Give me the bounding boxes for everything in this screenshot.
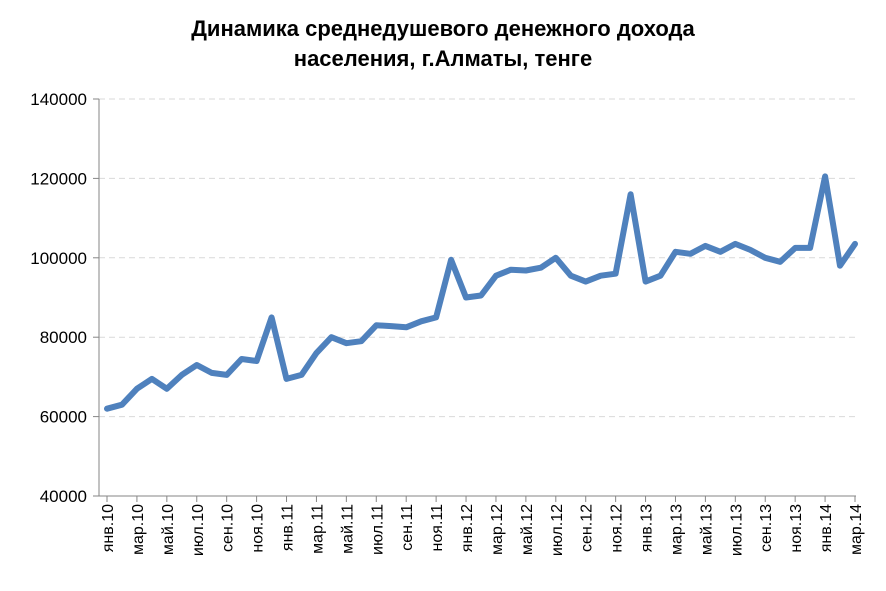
y-tick-label: 60000 <box>40 408 87 427</box>
y-tick-label: 40000 <box>40 487 87 506</box>
x-tick-label: мар.14 <box>848 504 865 555</box>
x-tick-label: мар.13 <box>668 504 685 555</box>
x-tick-label: май.12 <box>519 504 536 555</box>
x-tick-label: янв.12 <box>459 504 476 552</box>
chart-title-line1: Динамика среднедушевого денежного дохода <box>191 16 695 41</box>
chart-title: Динамика среднедушевого денежного дохода… <box>0 14 886 74</box>
chart-title-line2: населения, г.Алматы, тенге <box>293 46 593 71</box>
x-tick-label: июл.12 <box>549 504 566 556</box>
x-tick-label: янв.10 <box>100 504 117 552</box>
y-tick-label: 140000 <box>30 90 87 109</box>
x-axis-ticks: янв.10 мар.10 май.10 июл.10 сен.10 ноя.10 янв.… <box>100 496 865 556</box>
x-tick-label: сен.12 <box>579 504 596 552</box>
x-tick-label: май.10 <box>160 504 177 555</box>
x-tick-label: янв.14 <box>818 504 835 552</box>
y-tick-label: 100000 <box>30 249 87 268</box>
gridlines <box>99 98 856 418</box>
x-tick-label: июл.11 <box>369 504 386 555</box>
x-tick-label: ноя.10 <box>250 504 267 553</box>
x-tick-label: сен.11 <box>399 504 416 551</box>
y-tick-label: 120000 <box>30 169 87 188</box>
y-tick-label: 80000 <box>40 328 87 347</box>
x-tick-label: янв.11 <box>280 504 297 551</box>
x-tick-label: июл.10 <box>190 504 207 556</box>
x-tick-label: сен.13 <box>758 504 775 552</box>
y-axis-ticks: 40000 60000 80000 100000 120000 140000 <box>30 90 99 506</box>
x-tick-label: мар.10 <box>130 504 147 555</box>
axes <box>98 99 856 497</box>
x-tick-label: май.11 <box>339 504 356 554</box>
x-tick-label: май.13 <box>698 504 715 555</box>
x-tick-label: июл.13 <box>728 504 745 556</box>
x-tick-label: ноя.11 <box>429 504 446 552</box>
series-line <box>104 173 858 412</box>
series <box>104 173 858 412</box>
x-tick-label: сен.10 <box>220 504 237 552</box>
x-tick-label: мар.11 <box>309 504 326 554</box>
x-tick-label: ноя.12 <box>609 504 626 553</box>
x-tick-label: мар.12 <box>489 504 506 555</box>
x-tick-label: янв.13 <box>639 504 656 552</box>
x-tick-label: ноя.13 <box>788 504 805 553</box>
